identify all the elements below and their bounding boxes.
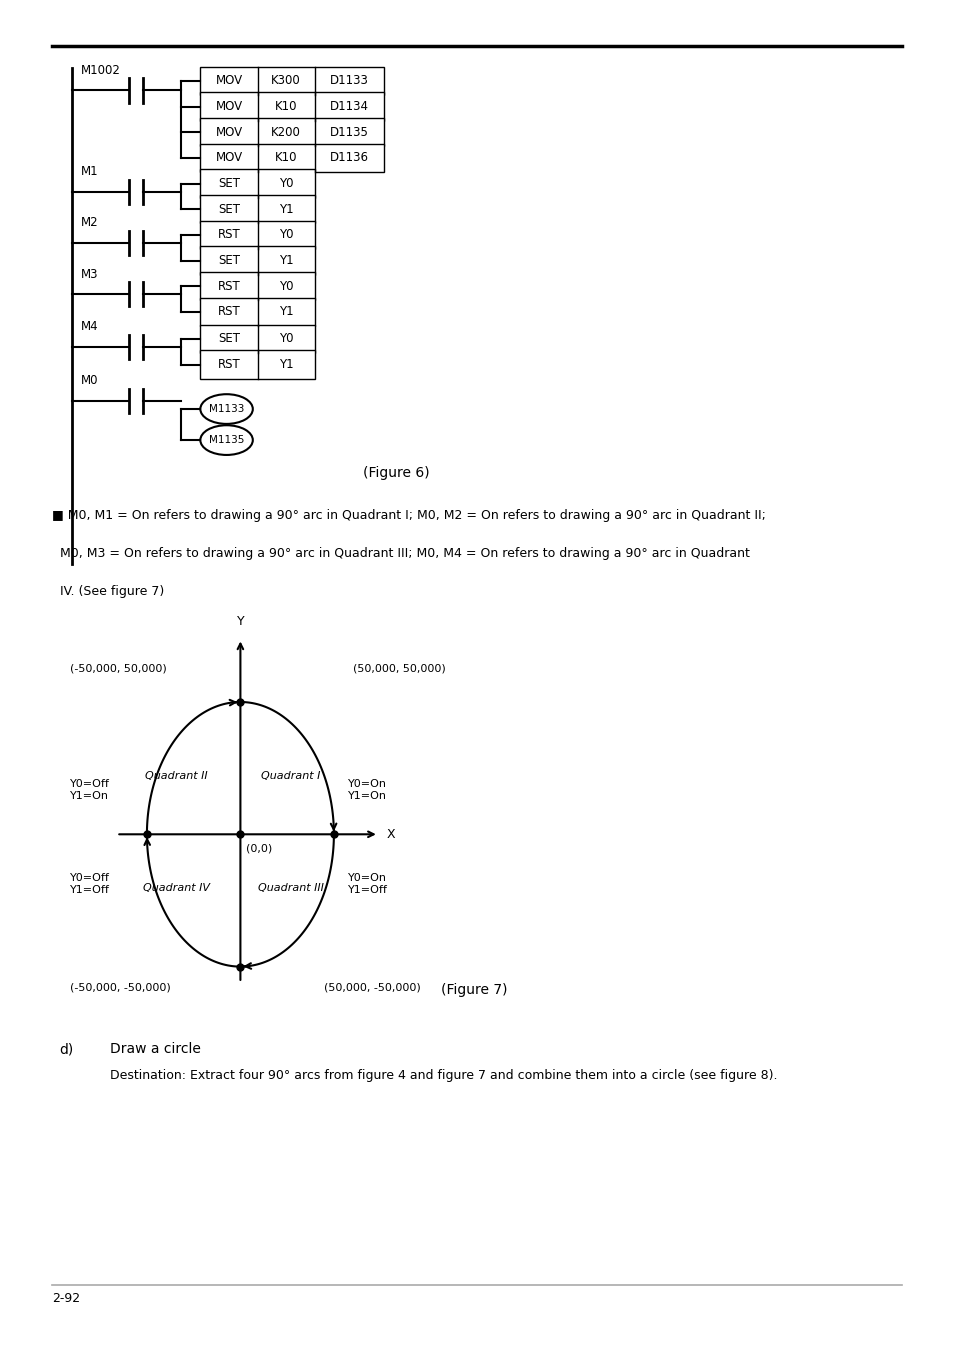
- Text: SET: SET: [217, 202, 240, 216]
- Text: K10: K10: [274, 100, 297, 113]
- Bar: [200, 92, 383, 120]
- Text: d): d): [59, 1042, 73, 1056]
- Text: MOV: MOV: [215, 126, 242, 139]
- Text: D1134: D1134: [330, 100, 368, 113]
- Text: D1133: D1133: [330, 74, 368, 88]
- Text: RST: RST: [217, 305, 240, 319]
- Text: (50,000, -50,000): (50,000, -50,000): [324, 983, 420, 992]
- Text: Y1: Y1: [278, 254, 294, 267]
- Bar: [200, 246, 314, 275]
- Text: Y0=On
Y1=On: Y0=On Y1=On: [348, 779, 387, 801]
- Text: RST: RST: [217, 279, 240, 293]
- Text: RST: RST: [217, 358, 240, 371]
- Text: SET: SET: [217, 254, 240, 267]
- Text: X: X: [386, 828, 395, 841]
- Text: (0,0): (0,0): [246, 844, 273, 853]
- Text: Draw a circle: Draw a circle: [110, 1042, 200, 1056]
- Text: (-50,000, -50,000): (-50,000, -50,000): [70, 983, 171, 992]
- Text: (50,000, 50,000): (50,000, 50,000): [353, 664, 445, 674]
- Text: M1: M1: [81, 165, 98, 178]
- Text: Y0: Y0: [278, 228, 294, 242]
- Text: Y0=On
Y1=Off: Y0=On Y1=Off: [348, 873, 388, 895]
- Bar: [200, 325, 314, 354]
- Text: M0, M3 = On refers to drawing a 90° arc in Quadrant III; M0, M4 = On refers to d: M0, M3 = On refers to drawing a 90° arc …: [52, 547, 750, 560]
- Text: K300: K300: [271, 74, 301, 88]
- Text: MOV: MOV: [215, 151, 242, 165]
- Bar: [200, 66, 383, 95]
- Text: D1136: D1136: [330, 151, 368, 165]
- Text: Y: Y: [236, 614, 244, 628]
- Text: M1133: M1133: [209, 404, 244, 414]
- Text: MOV: MOV: [215, 100, 242, 113]
- Text: Y1: Y1: [278, 305, 294, 319]
- Text: M4: M4: [81, 320, 98, 333]
- Text: Quadrant I: Quadrant I: [261, 771, 320, 782]
- Text: K200: K200: [271, 126, 301, 139]
- Bar: [200, 194, 314, 223]
- Bar: [200, 117, 383, 146]
- Bar: [200, 220, 314, 250]
- Text: M1135: M1135: [209, 435, 244, 446]
- Text: Y0: Y0: [278, 332, 294, 346]
- Text: 2-92: 2-92: [52, 1292, 80, 1305]
- Text: (Figure 7): (Figure 7): [440, 983, 507, 996]
- Text: SET: SET: [217, 332, 240, 346]
- Text: (-50,000, 50,000): (-50,000, 50,000): [70, 664, 166, 674]
- Bar: [200, 143, 383, 173]
- Bar: [200, 297, 314, 325]
- Text: Quadrant III: Quadrant III: [257, 883, 324, 894]
- Text: Y0: Y0: [278, 279, 294, 293]
- Text: SET: SET: [217, 177, 240, 190]
- Text: IV. (See figure 7): IV. (See figure 7): [52, 585, 165, 598]
- Text: Destination: Extract four 90° arcs from figure 4 and figure 7 and combine them i: Destination: Extract four 90° arcs from …: [110, 1069, 777, 1083]
- Bar: [200, 350, 314, 378]
- Text: Y0=Off
Y1=Off: Y0=Off Y1=Off: [70, 873, 110, 895]
- Text: MOV: MOV: [215, 74, 242, 88]
- Text: Y1: Y1: [278, 358, 294, 371]
- Bar: [200, 169, 314, 197]
- Text: Quadrant II: Quadrant II: [145, 771, 208, 782]
- Text: D1135: D1135: [330, 126, 368, 139]
- Text: Y0=Off
Y1=On: Y0=Off Y1=On: [70, 779, 110, 801]
- Text: ■ M0, M1 = On refers to drawing a 90° arc in Quadrant I; M0, M2 = On refers to d: ■ M0, M1 = On refers to drawing a 90° ar…: [52, 509, 765, 522]
- Text: (Figure 6): (Figure 6): [362, 466, 429, 479]
- Bar: [200, 271, 314, 301]
- Text: Quadrant IV: Quadrant IV: [143, 883, 210, 894]
- Text: RST: RST: [217, 228, 240, 242]
- Text: Y0: Y0: [278, 177, 294, 190]
- Text: K10: K10: [274, 151, 297, 165]
- Text: M0: M0: [81, 374, 98, 387]
- Text: M2: M2: [81, 216, 98, 230]
- Text: M1002: M1002: [81, 63, 121, 77]
- Text: M3: M3: [81, 267, 98, 281]
- Text: Y1: Y1: [278, 202, 294, 216]
